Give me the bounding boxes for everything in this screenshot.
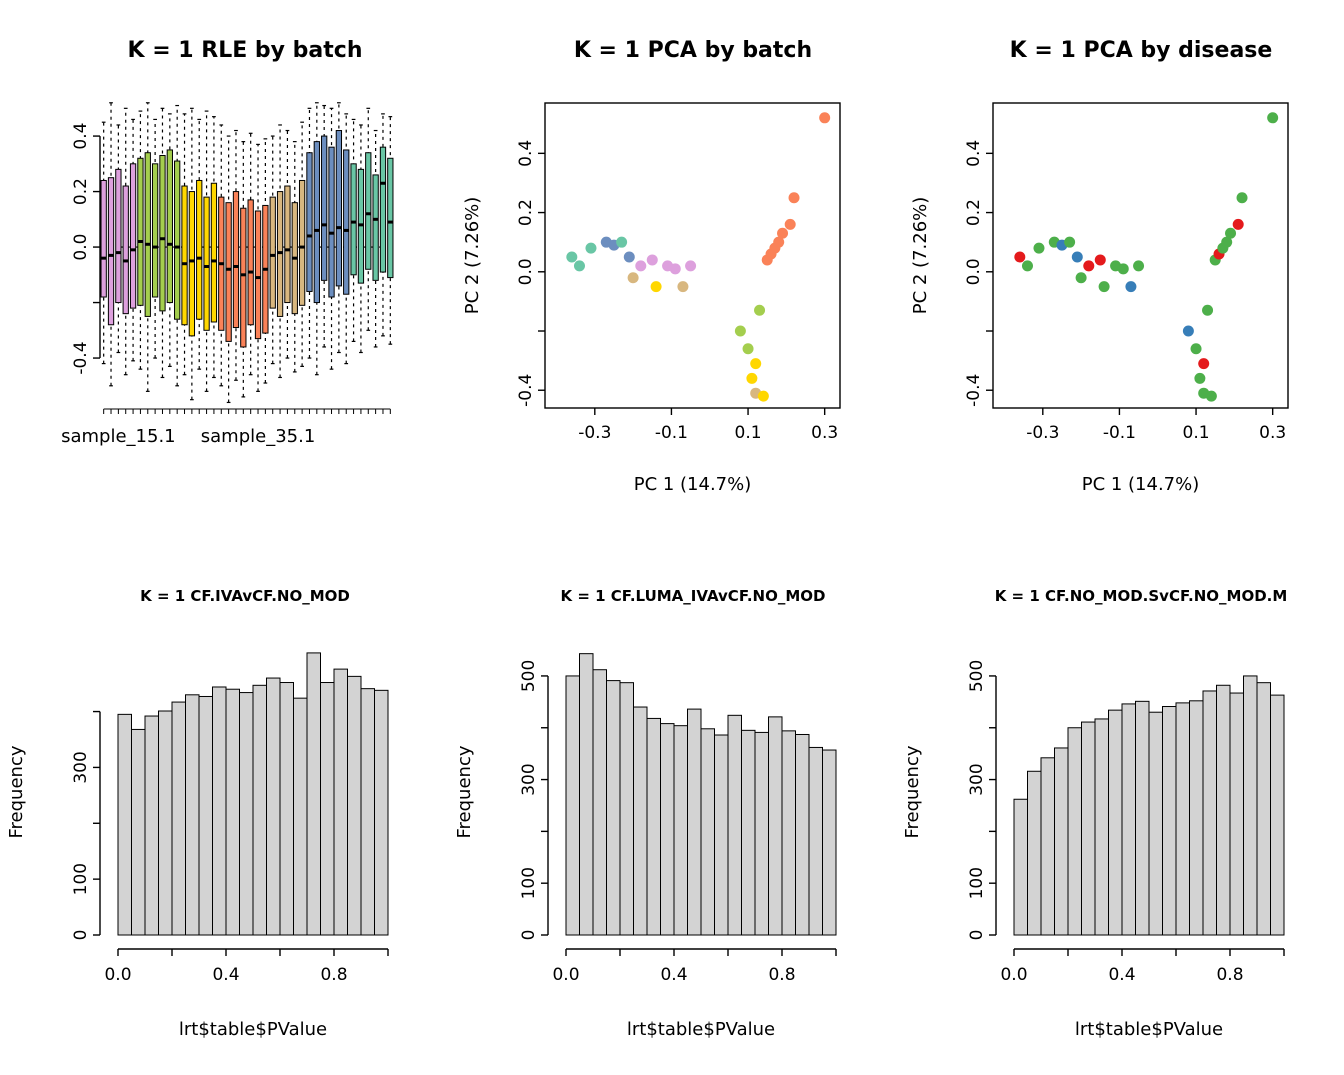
svg-text:0.4: 0.4 <box>71 123 91 150</box>
svg-text:0.4: 0.4 <box>660 965 687 985</box>
svg-text:-0.3: -0.3 <box>1026 423 1059 443</box>
svg-text:0.1: 0.1 <box>735 423 762 443</box>
svg-text:lrt$table$PValue: lrt$table$PValue <box>627 1019 775 1040</box>
svg-text:0.0: 0.0 <box>552 965 579 985</box>
svg-text:-0.4: -0.4 <box>964 374 984 407</box>
svg-text:100: 100 <box>519 867 539 899</box>
pca-by-batch-title: K = 1 PCA by batch <box>573 38 813 63</box>
svg-text:Frequency: Frequency <box>6 745 27 838</box>
svg-text:0.8: 0.8 <box>1216 965 1243 985</box>
svg-text:lrt$table$PValue: lrt$table$PValue <box>179 1019 327 1040</box>
svg-text:0.4: 0.4 <box>516 140 536 167</box>
svg-text:-0.4: -0.4 <box>71 341 91 374</box>
hist-cf-iva-canvas: 0 100 300 0.0 0.4 0.8 lrt$table$PValue Frequenc… <box>6 652 389 1040</box>
svg-text:sample_15.1: sample_15.1 <box>61 426 176 447</box>
svg-text:PC 1 (14.7%): PC 1 (14.7%) <box>1082 474 1200 495</box>
svg-text:0.2: 0.2 <box>71 178 91 205</box>
svg-text:0.4: 0.4 <box>1108 965 1135 985</box>
svg-text:lrt$table$PValue: lrt$table$PValue <box>1075 1019 1223 1040</box>
svg-text:100: 100 <box>967 867 987 899</box>
hist-cf-luma-iva-title: K = 1 CF.LUMA_IVAvCF.NO_MOD <box>560 587 826 605</box>
svg-text:0.2: 0.2 <box>516 199 536 226</box>
svg-text:-0.3: -0.3 <box>578 423 611 443</box>
pca-by-disease-canvas: -0.3 -0.1 0.1 0.3 -0.4 0.0 0.2 0.4 PC 1 (14.7%) P… <box>910 102 1289 495</box>
svg-text:0: 0 <box>967 930 987 941</box>
svg-text:0.3: 0.3 <box>1259 423 1286 443</box>
svg-text:0.0: 0.0 <box>71 234 91 261</box>
svg-text:0.2: 0.2 <box>964 199 984 226</box>
pca-by-disease-title: K = 1 PCA by disease <box>1009 38 1273 63</box>
panel-rle-by-batch: K = 1 RLE by batch -0.4 0.0 0.2 0.4 sample_1… <box>0 0 448 537</box>
svg-text:0.4: 0.4 <box>964 140 984 167</box>
svg-text:-0.1: -0.1 <box>1103 423 1136 443</box>
svg-text:PC 2 (7.26%): PC 2 (7.26%) <box>910 197 931 315</box>
svg-text:-0.4: -0.4 <box>516 374 536 407</box>
svg-text:0.4: 0.4 <box>212 965 239 985</box>
svg-text:0.3: 0.3 <box>811 423 838 443</box>
svg-text:0.0: 0.0 <box>516 258 536 285</box>
rle-by-batch-title: K = 1 RLE by batch <box>127 38 363 63</box>
svg-text:0.8: 0.8 <box>768 965 795 985</box>
panel-pca-by-batch: K = 1 PCA by batch -0.3 -0.1 0.1 0.3 -0.4 0.0… <box>448 0 896 537</box>
svg-text:Frequency: Frequency <box>454 745 475 838</box>
svg-text:300: 300 <box>519 763 539 795</box>
hist-cf-iva-title: K = 1 CF.IVAvCF.NO_MOD <box>140 587 350 605</box>
svg-text:0.0: 0.0 <box>1000 965 1027 985</box>
panel-hist-cf-iva: K = 1 CF.IVAvCF.NO_MOD 0 100 300 0.0 0.4 0.8 l… <box>0 537 448 1075</box>
svg-text:300: 300 <box>967 763 987 795</box>
panel-pca-by-disease: K = 1 PCA by disease -0.3 -0.1 0.1 0.3 -0.4 0… <box>896 0 1344 537</box>
svg-text:100: 100 <box>71 863 91 895</box>
panel-hist-cf-luma-iva: K = 1 CF.LUMA_IVAvCF.NO_MOD 0 100 300 500 0.… <box>448 537 896 1075</box>
hist-cf-luma-iva-canvas: 0 100 300 500 0.0 0.4 0.8 lrt$table$PValue Frequ… <box>454 653 837 1040</box>
hist-cf-nomod-s-canvas: 0 100 300 500 0.0 0.4 0.8 lrt$table$PValue Frequ… <box>902 660 1285 1040</box>
svg-text:PC 2 (7.26%): PC 2 (7.26%) <box>462 197 483 315</box>
svg-text:0: 0 <box>71 930 91 941</box>
svg-text:0.1: 0.1 <box>1183 423 1210 443</box>
svg-text:0.0: 0.0 <box>964 258 984 285</box>
panel-hist-cf-nomod-s: K = 1 CF.NO_MOD.SvCF.NO_MOD.M 0 100 300 500… <box>896 537 1344 1075</box>
svg-text:0.8: 0.8 <box>320 965 347 985</box>
svg-text:PC 1 (14.7%): PC 1 (14.7%) <box>634 474 752 495</box>
svg-text:sample_35.1: sample_35.1 <box>201 426 316 447</box>
svg-text:0: 0 <box>519 930 539 941</box>
svg-text:500: 500 <box>967 660 987 692</box>
hist-cf-nomod-s-title: K = 1 CF.NO_MOD.SvCF.NO_MOD.M <box>994 587 1288 605</box>
svg-text:300: 300 <box>71 751 91 783</box>
svg-text:Frequency: Frequency <box>902 745 923 838</box>
svg-text:-0.1: -0.1 <box>655 423 688 443</box>
svg-text:500: 500 <box>519 660 539 692</box>
rle-boxplot-canvas: -0.4 0.0 0.2 0.4 sample_15.1 sample_35.1 <box>61 102 394 447</box>
svg-text:0.0: 0.0 <box>104 965 131 985</box>
pca-by-batch-canvas: -0.3 -0.1 0.1 0.3 -0.4 0.0 0.2 0.4 PC 1 (14.7%) P… <box>462 102 841 495</box>
